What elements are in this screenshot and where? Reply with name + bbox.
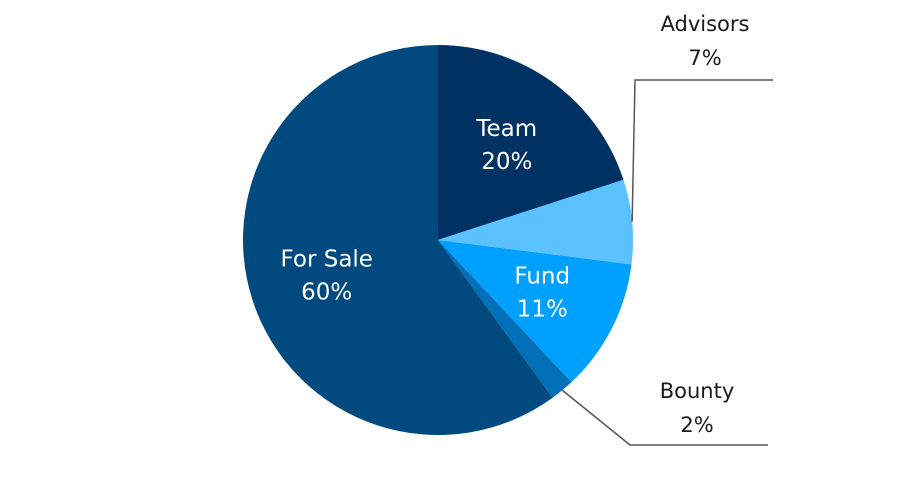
leader-line [561, 389, 768, 446]
leader-line [631, 79, 773, 222]
slice-label: Team [475, 116, 537, 142]
slice-label: For Sale [280, 247, 372, 273]
pie-slice [438, 45, 624, 240]
pie-slice [438, 240, 632, 383]
slice-value: 2% [680, 413, 713, 437]
slice-value: 7% [688, 46, 721, 70]
slice-label: Advisors [661, 12, 750, 36]
pie-slice [242, 45, 553, 435]
pie-slice [438, 179, 633, 265]
slice-value: 11% [517, 297, 568, 323]
slice-value: 20% [481, 149, 532, 175]
slice-label: Fund [514, 264, 570, 290]
pie-slice [438, 240, 572, 398]
slice-value: 60% [301, 280, 352, 306]
slice-label: Bounty [660, 379, 735, 403]
